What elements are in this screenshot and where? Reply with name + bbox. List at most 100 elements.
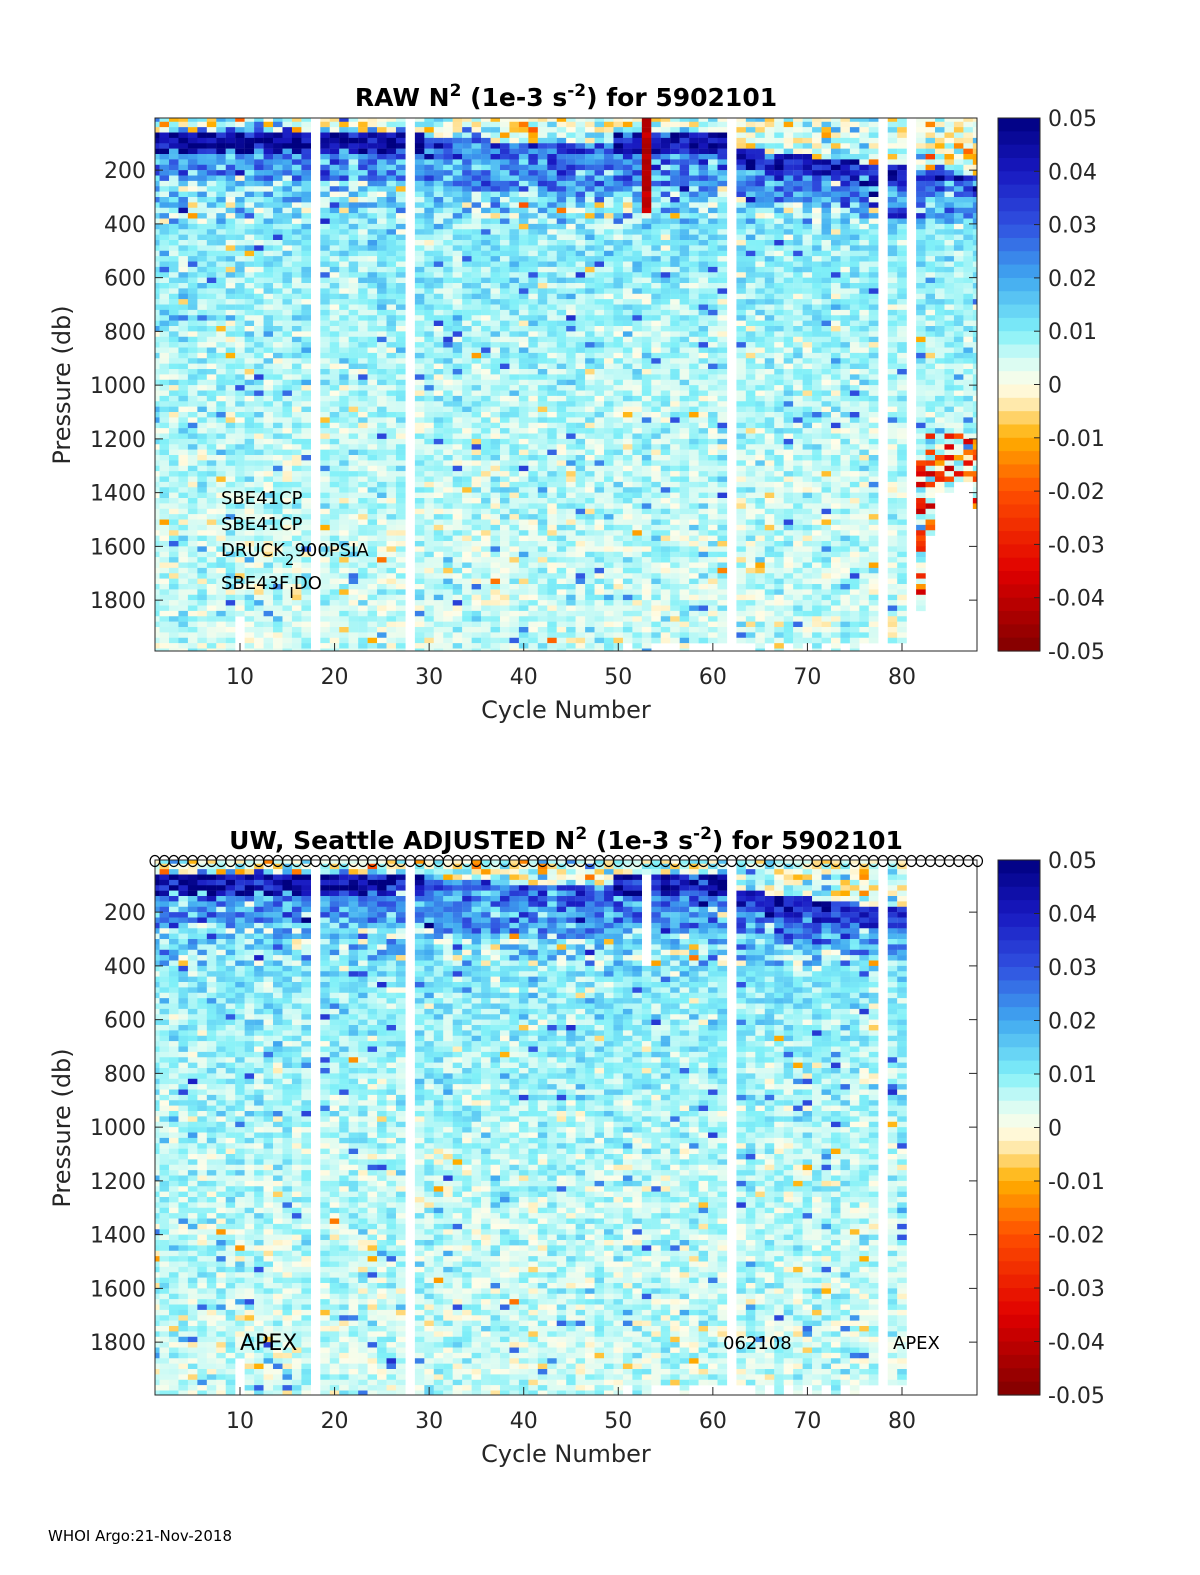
heatmap-cell	[414, 524, 425, 531]
heatmap-cell	[462, 578, 472, 585]
heatmap-cell	[462, 320, 472, 327]
heatmap-cell	[169, 605, 179, 612]
heatmap-cell	[443, 412, 453, 418]
heatmap-cell	[433, 567, 444, 574]
heatmap-cell	[197, 487, 207, 493]
heatmap-cell	[235, 293, 245, 300]
heatmap-cell	[377, 487, 387, 493]
heatmap-cell	[301, 218, 311, 225]
heatmap-cell	[206, 191, 217, 198]
heatmap-cell	[159, 342, 170, 348]
heatmap-cell	[178, 309, 189, 316]
heatmap-cell	[585, 197, 595, 203]
heatmap-cell	[386, 347, 397, 354]
heatmap-cell	[291, 519, 302, 526]
heatmap-cell	[263, 272, 274, 278]
heatmap-cell	[537, 406, 548, 413]
heatmap-cell	[499, 352, 510, 359]
heatmap-cell	[263, 600, 274, 606]
heatmap-cell	[216, 315, 226, 321]
heatmap-cell	[594, 465, 605, 472]
heatmap-cell	[537, 352, 548, 359]
heatmap-cell	[206, 320, 217, 327]
heatmap-cell	[197, 492, 207, 499]
heatmap-cell	[155, 127, 160, 133]
heatmap-cell	[424, 154, 434, 160]
heatmap-cell	[377, 223, 387, 230]
heatmap-cell	[443, 347, 453, 354]
heatmap-cell	[159, 433, 170, 440]
heatmap-cell	[291, 148, 302, 155]
heatmap-cell	[566, 616, 576, 622]
heatmap-cell	[367, 202, 378, 208]
heatmap-cell	[452, 363, 463, 370]
heatmap-cell	[509, 401, 520, 407]
heatmap-cell	[613, 438, 624, 445]
heatmap-cell	[178, 465, 189, 472]
heatmap-cell	[414, 299, 425, 305]
heatmap-cell	[282, 390, 293, 397]
heatmap-cell	[216, 541, 226, 547]
heatmap-cell	[348, 449, 359, 456]
heatmap-cell	[566, 594, 576, 601]
heatmap-cell	[395, 460, 406, 466]
heatmap-cell	[254, 288, 264, 294]
heatmap-cell	[263, 487, 274, 493]
heatmap-cell	[273, 455, 283, 461]
heatmap-cell	[566, 256, 576, 262]
heatmap-cell	[169, 481, 179, 488]
heatmap-cell	[206, 417, 217, 423]
heatmap-cell	[329, 492, 340, 499]
heatmap-cell	[424, 277, 434, 284]
heatmap-cell	[367, 627, 378, 633]
heatmap-cell	[414, 498, 425, 504]
heatmap-cell	[594, 406, 605, 413]
heatmap-cell	[301, 385, 311, 391]
heatmap-cell	[528, 471, 538, 477]
heatmap-cell	[301, 234, 311, 241]
heatmap-cell	[594, 621, 605, 628]
heatmap-cell	[273, 390, 283, 397]
heatmap-cell	[547, 137, 557, 144]
heatmap-cell	[159, 428, 170, 434]
heatmap-cell	[273, 223, 283, 230]
heatmap-cell	[320, 648, 330, 651]
heatmap-cell	[481, 379, 491, 386]
heatmap-cell	[518, 390, 529, 397]
heatmap-cell	[575, 589, 586, 595]
heatmap-cell	[169, 514, 179, 520]
heatmap-cell	[518, 594, 529, 601]
heatmap-cell	[641, 137, 652, 144]
heatmap-cell	[575, 175, 586, 182]
heatmap-cell	[273, 229, 283, 235]
heatmap-cell	[509, 514, 520, 520]
heatmap-cell	[254, 438, 264, 445]
heatmap-cell	[509, 460, 520, 466]
heatmap-cell	[358, 223, 368, 230]
heatmap-cell	[159, 584, 170, 590]
heatmap-cell	[471, 137, 482, 144]
heatmap-cell	[566, 379, 576, 386]
heatmap-cell	[594, 530, 605, 536]
heatmap-cell	[556, 417, 567, 423]
heatmap-cell	[509, 137, 520, 144]
heatmap-cell	[367, 417, 378, 423]
heatmap-cell	[604, 299, 614, 305]
heatmap-cell	[537, 186, 548, 192]
heatmap-cell	[348, 562, 359, 569]
heatmap-cell	[575, 621, 586, 628]
heatmap-cell	[481, 433, 491, 440]
heatmap-cell	[556, 438, 567, 445]
heatmap-cell	[613, 121, 624, 128]
heatmap-cell	[414, 336, 425, 343]
heatmap-cell	[471, 218, 482, 225]
heatmap-cell	[471, 304, 482, 311]
heatmap-cell	[178, 476, 189, 483]
heatmap-cell	[575, 557, 586, 563]
heatmap-cell	[490, 412, 501, 418]
heatmap-cell	[320, 476, 330, 483]
heatmap-cell	[395, 293, 406, 300]
heatmap-cell	[339, 347, 349, 354]
heatmap-cell	[225, 401, 236, 407]
heatmap-cell	[622, 159, 633, 165]
